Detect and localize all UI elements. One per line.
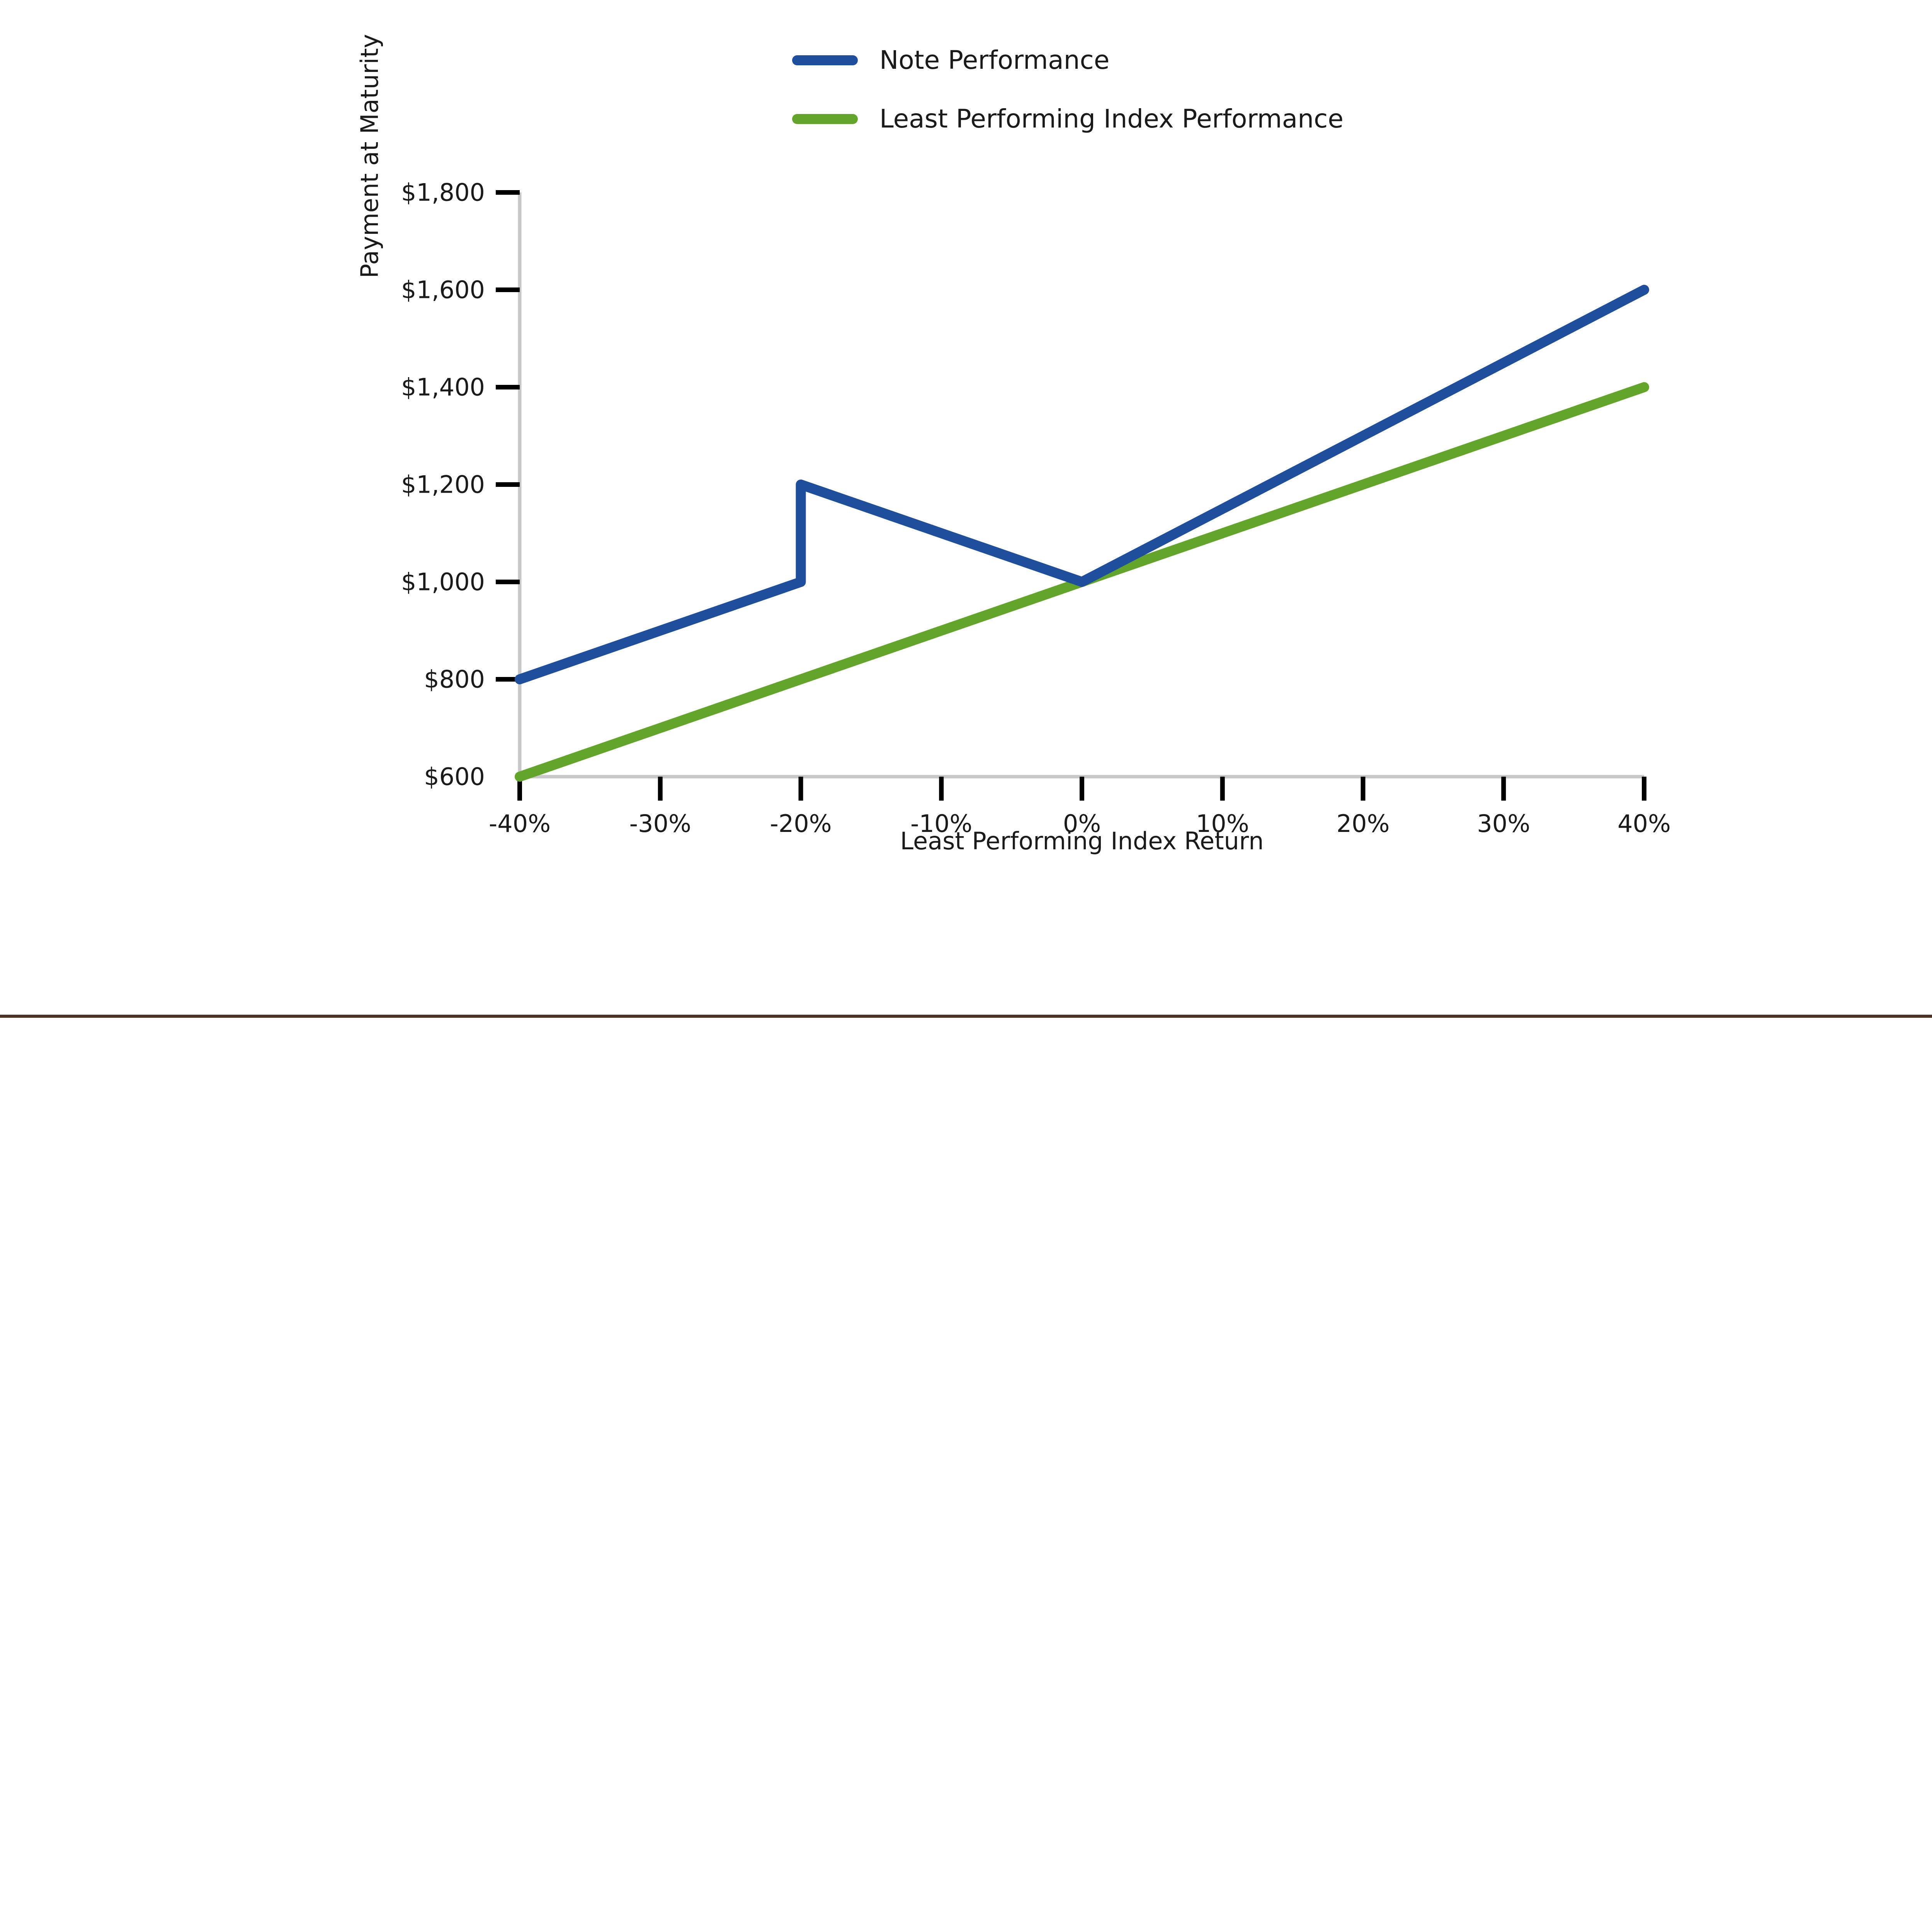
y-tick-label: $1,800 [401,178,485,207]
x-tick-label: -10% [910,810,973,838]
y-tick-label: $1,200 [401,470,485,499]
note-performance-line [515,285,1649,684]
y-axis-ticks [496,190,520,682]
x-axis-ticks [517,777,1646,801]
x-tick-label: -20% [770,810,832,838]
legend-item-least-performing-index: Least Performing Index Performance [792,90,1797,148]
x-tick-label: 20% [1336,810,1390,838]
x-tick-label: -40% [488,810,551,838]
least-performing-index-swatch [792,114,858,124]
y-tick-label: $600 [424,762,485,791]
x-axis-title: Least Performing Index Return [900,827,1264,855]
section-divider-rule [0,1015,1932,1018]
y-tick-label: $800 [424,665,485,694]
y-tick-label: $1,000 [401,568,485,596]
y-tick-label: $1,400 [401,373,485,401]
payment-at-maturity-chart: $600 $800 $1,000 $1,200 $1,400 $1,600 $1,800 -… [0,0,1932,889]
legend-label-least-performing-index: Least Performing Index Performance [879,104,1344,134]
x-tick-label: -30% [629,810,691,838]
legend-label-note-performance: Note Performance [879,45,1110,75]
chart-plot-svg [496,190,1649,801]
x-tick-label: 30% [1477,810,1531,838]
y-tick-label: $1,600 [401,276,485,304]
x-tick-label: 10% [1196,810,1249,838]
x-tick-label: 0% [1063,810,1101,838]
y-axis-title: Payment at Maturity [355,34,384,278]
note-performance-swatch [792,55,858,65]
legend-item-note-performance: Note Performance [792,31,1797,90]
x-tick-label: 40% [1617,810,1671,838]
chart-legend: Note Performance Least Performing Index … [792,31,1797,148]
page-content: Note Performance Least Performing Index … [0,0,1932,1018]
